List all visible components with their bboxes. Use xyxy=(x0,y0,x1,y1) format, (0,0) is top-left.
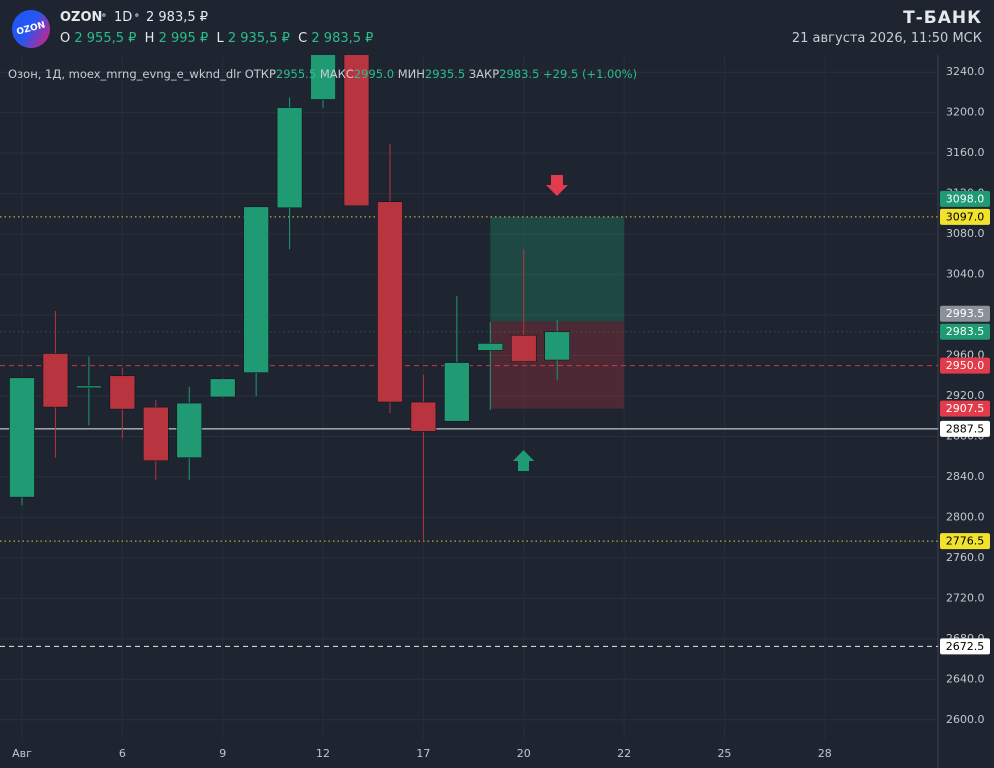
price-badge xyxy=(940,357,990,374)
x-tick-label: 22 xyxy=(617,747,631,760)
price-badge xyxy=(940,638,990,655)
buy-arrow xyxy=(513,450,534,471)
price-badge-label: 2907.5 xyxy=(946,402,985,415)
legend-value: 2995.0 xyxy=(353,67,395,81)
y-tick-label: 3080.0 xyxy=(946,227,985,240)
ohlc-label: H xyxy=(144,31,155,46)
x-tick-label: 20 xyxy=(517,747,531,760)
candle-body xyxy=(444,362,470,422)
y-tick-label: 2640.0 xyxy=(946,672,985,685)
candle-body xyxy=(109,375,136,410)
x-tick-label: 25 xyxy=(717,747,731,760)
legend-value: 2935.5 xyxy=(424,67,466,81)
candle-body xyxy=(76,385,102,389)
price-badge xyxy=(940,305,990,322)
price-badge xyxy=(940,323,990,340)
separator: • xyxy=(133,9,141,24)
separator: • xyxy=(100,9,108,24)
y-tick-label: 2600.0 xyxy=(946,713,985,726)
candle-body xyxy=(477,343,504,351)
ohlc-value: 2 983,5 ₽ xyxy=(311,31,374,46)
legend-value: 2983.5 xyxy=(499,67,540,81)
price-badge-label: 3098.0 xyxy=(946,192,985,205)
candle-body xyxy=(9,377,35,498)
legend-label: ЗАКР xyxy=(468,67,500,81)
price-badge xyxy=(940,190,990,207)
candle-body xyxy=(209,378,236,398)
y-tick-label: 3160.0 xyxy=(946,146,985,159)
legend-value: 2955.5 xyxy=(275,67,317,81)
price-badge-label: 2887.5 xyxy=(946,422,985,435)
ohlc: O 2 955,5 ₽ H 2 995 ₽ L 2 935,5 ₽ C 2 98… xyxy=(60,31,373,46)
price-badge xyxy=(940,420,990,437)
x-tick-label: Авг xyxy=(12,747,32,760)
price-badge xyxy=(940,208,990,225)
price-badge-label: 2983.5 xyxy=(946,325,985,338)
x-tick-label: 9 xyxy=(219,747,226,760)
datetime: 21 августа 2026, 11:50 МСК xyxy=(791,31,982,46)
ohlc-label: C xyxy=(298,31,308,46)
candle-body xyxy=(42,353,69,408)
candle-body xyxy=(544,331,571,361)
brand: Т‑БАНК xyxy=(903,8,982,28)
price-badge-label: 2672.5 xyxy=(946,640,985,653)
y-tick-label: 2800.0 xyxy=(946,510,985,523)
legend-change: +29.5 (+1.00%) xyxy=(543,67,638,81)
price-badge-label: 2776.5 xyxy=(946,535,985,548)
profit-zone xyxy=(490,216,625,322)
candle-body xyxy=(276,107,303,209)
x-tick-label: 12 xyxy=(316,747,330,760)
y-tick-label: 2840.0 xyxy=(946,470,985,483)
legend: Озон, 1Д, moex_mrng_evng_e_wknd_dlr ОТКР… xyxy=(8,67,637,81)
interval: 1D xyxy=(114,10,133,25)
price-badge-label: 3097.0 xyxy=(946,210,985,223)
y-tick-label: 2720.0 xyxy=(946,591,985,604)
candle-body xyxy=(510,334,537,362)
price-badge xyxy=(940,533,990,550)
y-tick-label: 3040.0 xyxy=(946,268,985,281)
candle-body xyxy=(343,55,370,207)
ohlc-value: 2 995 ₽ xyxy=(158,31,209,46)
y-tick-label: 2920.0 xyxy=(946,389,985,402)
candle-body xyxy=(143,406,169,462)
ohlc-label: O xyxy=(60,31,71,46)
candle-body xyxy=(377,201,403,403)
ohlc-label: L xyxy=(216,31,224,46)
legend-label: МИН xyxy=(397,67,425,81)
candle-body xyxy=(243,206,269,374)
price-badge xyxy=(940,400,990,417)
y-tick-label: 3240.0 xyxy=(946,65,985,78)
ticker: OZON xyxy=(60,10,103,25)
ohlc-value: 2 935,5 ₽ xyxy=(227,31,290,46)
legend-label: МАКС xyxy=(319,67,354,81)
candle-body xyxy=(176,402,203,459)
legend-label: ОТКР xyxy=(244,67,276,81)
legend-name: Озон, 1Д, moex_mrng_evng_e_wknd_dlr xyxy=(8,67,242,81)
x-tick-label: 6 xyxy=(119,747,126,760)
x-tick-label: 17 xyxy=(416,747,430,760)
price-badge-label: 2950.0 xyxy=(946,359,985,372)
ohlc-value: 2 955,5 ₽ xyxy=(74,31,137,46)
candle-body xyxy=(410,401,437,432)
candle-body xyxy=(310,55,336,100)
sell-arrow xyxy=(546,175,568,196)
y-tick-label: 2760.0 xyxy=(946,551,985,564)
y-tick-label: 3200.0 xyxy=(946,106,985,119)
price-badge-label: 2993.5 xyxy=(946,307,985,320)
price: 2 983,5 ₽ xyxy=(146,10,209,25)
x-tick-label: 28 xyxy=(818,747,832,760)
